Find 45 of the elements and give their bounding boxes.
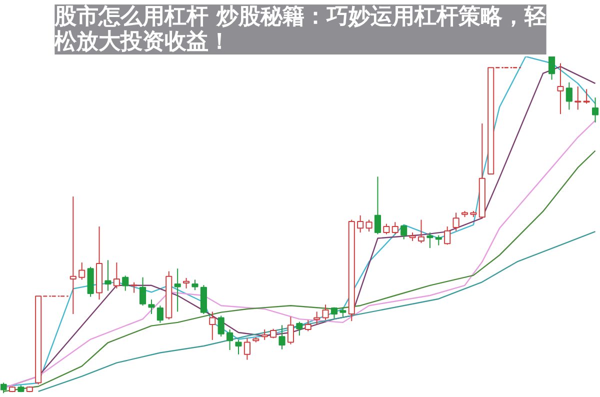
candlestick	[148, 299, 155, 315]
candlestick	[70, 196, 76, 315]
candlestick	[314, 311, 320, 325]
candlestick	[583, 88, 590, 104]
candlestick	[296, 321, 303, 336]
candlestick	[156, 305, 164, 324]
candlestick	[244, 338, 250, 360]
candlestick	[122, 275, 129, 292]
candlestick	[444, 226, 451, 246]
chart-title: 股市怎么用杠杆 炒股秘籍：巧妙运用杠杆策略，轻松放大投资收益！	[54, 4, 546, 54]
candlestick	[287, 316, 294, 345]
candlestick	[304, 320, 312, 332]
candlestick	[557, 62, 564, 115]
candlestick	[452, 212, 460, 232]
candlestick	[209, 311, 216, 340]
candlestick	[566, 82, 572, 110]
candlestick	[174, 268, 181, 312]
candlestick	[357, 214, 364, 234]
candlestick	[426, 232, 434, 249]
candlestick	[383, 223, 390, 235]
candlestick	[592, 97, 599, 123]
candlestick	[192, 279, 198, 291]
candlestick	[261, 329, 268, 340]
candlestick	[374, 176, 382, 235]
candlestick	[270, 328, 277, 339]
candlestick	[278, 324, 286, 350]
candlestick	[400, 225, 408, 240]
candlestick	[113, 262, 120, 289]
candlestick	[0, 382, 7, 394]
candlestick	[366, 219, 372, 232]
candlestick	[418, 219, 425, 244]
candlestick	[104, 260, 112, 292]
candlestick	[139, 276, 146, 306]
candlestick	[548, 56, 556, 80]
candlestick	[226, 329, 234, 351]
candlestick	[392, 222, 398, 235]
candlestick	[78, 262, 86, 280]
candlestick	[322, 304, 329, 321]
candlestick	[183, 278, 190, 289]
candlestick	[218, 315, 224, 338]
candlestick	[235, 339, 242, 355]
candlestick	[130, 282, 138, 294]
candlestick	[340, 306, 346, 318]
candlestick	[574, 86, 582, 110]
candlestick	[435, 234, 442, 246]
